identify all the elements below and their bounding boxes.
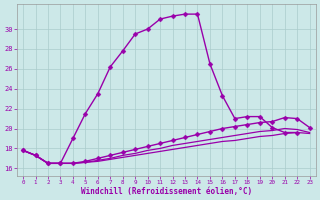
- X-axis label: Windchill (Refroidissement éolien,°C): Windchill (Refroidissement éolien,°C): [81, 187, 252, 196]
